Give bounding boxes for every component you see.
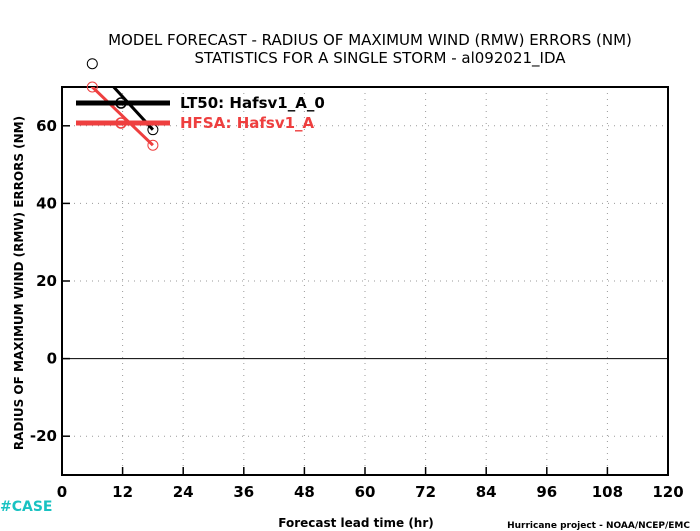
x-axis-label: Forecast lead time (hr) xyxy=(278,516,434,530)
x-tick-label: 60 xyxy=(355,483,376,501)
legend-marker-lt50 xyxy=(115,97,127,109)
x-tick-label: 84 xyxy=(476,483,497,501)
y-tick-label: 20 xyxy=(36,272,57,290)
y-axis-ticks: -20 0 20 40 60 xyxy=(30,117,70,445)
legend-label-lt50: LT50: Hafsv1_A_0 xyxy=(180,94,325,112)
y-tick-label: 60 xyxy=(36,117,57,135)
data-point xyxy=(147,139,159,151)
y-tick-label: -20 xyxy=(30,427,57,445)
series-clip-group xyxy=(90,87,155,147)
case-watermark: #CASE xyxy=(0,499,53,515)
x-tick-label: 108 xyxy=(592,483,623,501)
legend-marker-hfsa xyxy=(115,117,127,129)
x-tick-label: 48 xyxy=(294,483,315,501)
y-tick-label: 40 xyxy=(36,194,57,212)
x-tick-label: 12 xyxy=(112,483,133,501)
x-tick-label: 120 xyxy=(652,483,683,501)
credit-text: Hurricane project - NOAA/NCEP/EMC xyxy=(507,521,690,531)
legend: LT50: Hafsv1_A_0 HFSA: Hafsv1_A xyxy=(76,94,325,132)
grid xyxy=(62,87,668,475)
x-tick-label: 0 xyxy=(57,483,67,501)
series-line-1 xyxy=(90,87,154,147)
data-point-out-of-range xyxy=(86,58,98,70)
x-axis-ticks: 0 12 24 36 48 60 72 84 96 108 120 xyxy=(57,467,684,501)
series-line-0 xyxy=(111,87,155,131)
y-tick-label: 0 xyxy=(47,350,57,368)
x-tick-label: 96 xyxy=(536,483,557,501)
chart-title: MODEL FORECAST - RADIUS OF MAXIMUM WIND … xyxy=(108,31,632,49)
chart-subtitle: STATISTICS FOR A SINGLE STORM - al092021… xyxy=(194,49,566,68)
legend-label-hfsa: HFSA: Hafsv1_A xyxy=(180,114,315,132)
out-of-range-markers xyxy=(86,58,98,70)
data-point xyxy=(86,81,98,93)
y-axis-label: RADIUS OF MAXIMUM WIND (RMW) ERRORS (NM) xyxy=(12,116,26,450)
x-tick-label: 72 xyxy=(415,483,436,501)
x-tick-label: 36 xyxy=(233,483,254,501)
x-tick-label: 24 xyxy=(173,483,194,501)
